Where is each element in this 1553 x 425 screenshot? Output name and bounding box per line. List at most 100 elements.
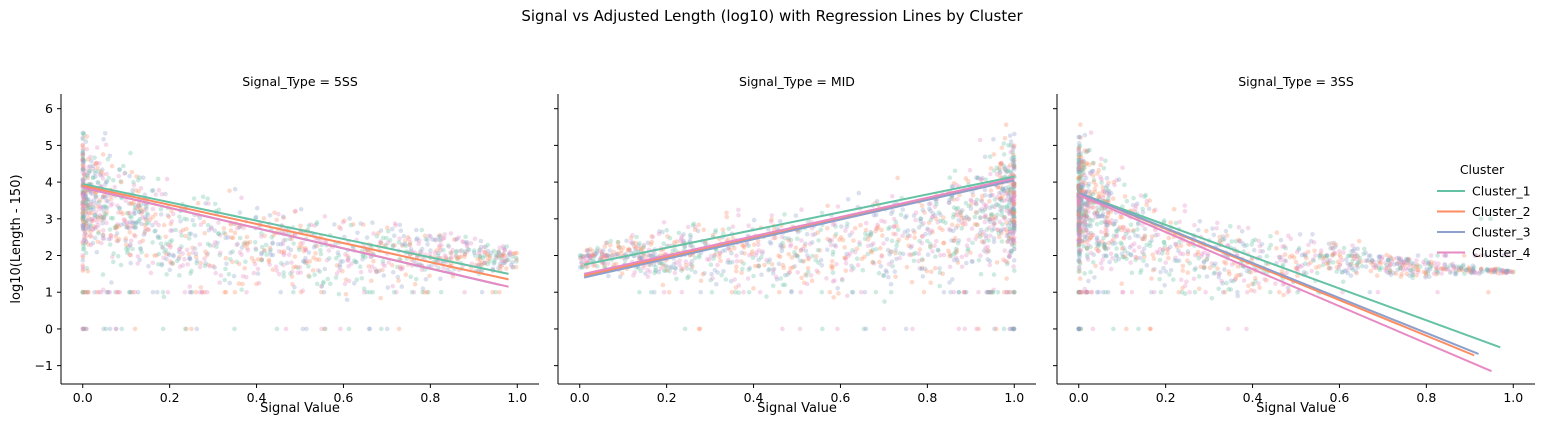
scatter-point: [732, 277, 737, 282]
scatter-point: [1141, 251, 1146, 257]
scatter-point: [168, 243, 173, 248]
scatter-point: [204, 253, 210, 258]
scatter-point: [1429, 259, 1434, 265]
scatter-point: [879, 254, 884, 259]
scatter-point: [156, 187, 162, 193]
scatter-point: [1011, 200, 1017, 206]
scatter-point: [1367, 289, 1373, 295]
scatter-point: [83, 210, 89, 216]
scatter-point: [472, 253, 478, 258]
scatter-point: [215, 240, 220, 246]
scatter-point: [1012, 158, 1017, 163]
scatter-point: [270, 267, 276, 273]
scatter-point: [231, 273, 237, 279]
scatter-point: [650, 253, 656, 258]
y-tick-label: 2: [45, 248, 53, 263]
scatter-point: [380, 259, 386, 264]
scatter-point: [779, 248, 785, 254]
scatter-point: [913, 250, 918, 256]
scatter-point: [1082, 165, 1087, 170]
scatter-point: [127, 229, 132, 235]
scatter-point: [222, 289, 227, 295]
scatter-point: [266, 257, 272, 263]
scatter-point: [203, 261, 208, 266]
scatter-point: [325, 276, 331, 282]
scatter-point: [1340, 279, 1346, 285]
scatter-point: [159, 261, 165, 267]
scatter-point: [188, 271, 193, 276]
scatter-point: [199, 289, 205, 295]
scatter-point: [455, 257, 460, 262]
scatter-point: [96, 223, 101, 228]
scatter-point: [153, 220, 159, 225]
scatter-point: [1157, 276, 1162, 282]
scatter-point: [187, 255, 192, 261]
scatter-point: [389, 262, 395, 268]
scatter-point: [399, 284, 405, 289]
regression-line-cluster-1: [1078, 192, 1501, 349]
scatter-point: [1012, 235, 1017, 241]
scatter-point: [81, 165, 86, 171]
scatter-point: [1456, 268, 1462, 273]
scatter-point: [1199, 251, 1205, 257]
scatter-point: [952, 168, 958, 174]
scatter-point: [1076, 225, 1081, 230]
scatter-point: [663, 263, 668, 268]
scatter-point: [795, 236, 800, 242]
scatter-point: [448, 256, 454, 262]
scatter-point: [908, 252, 914, 258]
scatter-point: [205, 289, 210, 295]
scatter-point: [1106, 240, 1112, 246]
scatter-point: [1135, 227, 1140, 232]
scatter-point: [90, 202, 96, 207]
scatter-point: [1006, 165, 1011, 170]
scatter-point: [104, 220, 109, 226]
scatter-point: [1078, 214, 1083, 220]
scatter-point: [1002, 248, 1007, 253]
scatter-point: [1076, 208, 1081, 214]
scatter-point: [1209, 295, 1215, 301]
scatter-point: [1076, 152, 1081, 158]
scatter-point: [1333, 242, 1339, 248]
scatter-point: [1090, 259, 1096, 265]
scatter-point: [979, 193, 985, 199]
scatter-point: [695, 228, 701, 234]
scatter-point: [1078, 248, 1083, 253]
scatter-point: [428, 248, 433, 253]
scatter-point: [115, 203, 120, 209]
scatter-point: [1167, 272, 1172, 277]
scatter-point: [773, 235, 778, 241]
scatter-point: [720, 248, 725, 254]
scatter-point: [100, 236, 106, 241]
y-tick-label: 4: [45, 175, 53, 190]
scatter-point: [88, 154, 93, 160]
scatter-point: [254, 281, 259, 287]
scatter-point: [854, 256, 860, 262]
scatter-point: [739, 270, 744, 276]
scatter-point: [508, 249, 513, 255]
scatter-point: [1081, 162, 1086, 168]
scatter-point: [645, 274, 651, 280]
scatter-point: [987, 205, 993, 211]
scatter-point: [1089, 169, 1095, 174]
scatter-point: [709, 271, 714, 277]
scatter-point: [313, 251, 318, 256]
scatter-point: [1216, 272, 1221, 277]
scatter-point: [1353, 269, 1359, 274]
scatter-point: [435, 253, 441, 258]
scatter-point: [1220, 281, 1225, 286]
scatter-point: [396, 240, 402, 245]
scatter-point: [291, 289, 296, 295]
scatter-point: [184, 247, 190, 253]
scatter-point: [773, 274, 779, 280]
scatter-point: [239, 287, 244, 293]
scatter-point: [193, 233, 198, 238]
scatter-point: [87, 164, 93, 169]
scatter-point: [1087, 236, 1093, 241]
scatter-point: [1096, 248, 1101, 254]
scatter-point: [115, 222, 121, 227]
scatter-point: [84, 265, 90, 271]
scatter-point: [955, 223, 961, 228]
scatter-point: [94, 224, 99, 230]
scatter-point: [1168, 267, 1174, 273]
